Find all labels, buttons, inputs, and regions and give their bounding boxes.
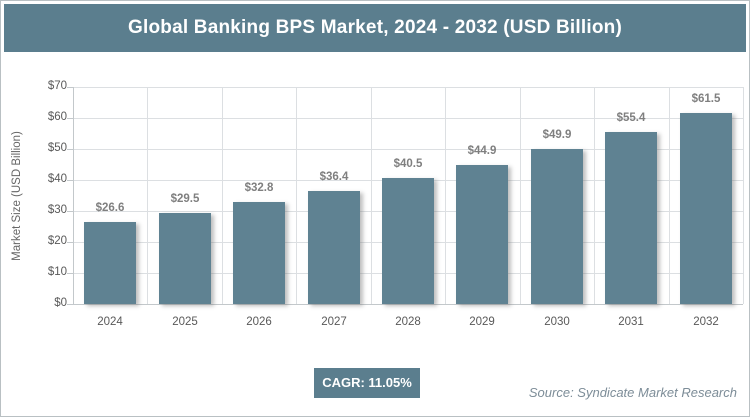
chart-title: Global Banking BPS Market, 2024 - 2032 (… <box>128 17 622 38</box>
cagr-label: CAGR: 11.05% <box>322 375 412 390</box>
v-gridline <box>222 87 223 304</box>
bar-2026 <box>233 202 285 304</box>
bar-2028 <box>382 178 434 304</box>
bar-value-label: $55.4 <box>616 112 646 124</box>
y-tick-mark <box>67 87 73 88</box>
x-axis-line <box>73 304 743 305</box>
bar-2031 <box>605 132 657 304</box>
bar-value-label: $26.6 <box>95 202 125 214</box>
bar-value-label: $29.5 <box>170 193 200 205</box>
x-tick-label: 2024 <box>97 316 123 328</box>
x-tick-label: 2027 <box>321 316 347 328</box>
v-gridline <box>296 87 297 304</box>
bar-2024 <box>84 222 136 304</box>
bar-value-label: $44.9 <box>467 145 497 157</box>
y-tick-mark <box>67 180 73 181</box>
y-tick-label: $60 <box>47 111 67 123</box>
v-gridline <box>371 87 372 304</box>
bar-2025 <box>159 213 211 304</box>
y-tick-label: $40 <box>47 173 67 185</box>
bar-2030 <box>531 149 583 304</box>
y-tick-mark <box>67 149 73 150</box>
h-gridline <box>73 87 743 88</box>
bar-2029 <box>456 165 508 304</box>
y-tick-label: $50 <box>47 142 67 154</box>
y-tick-label: $30 <box>47 204 67 216</box>
bar-2032 <box>680 113 732 304</box>
y-tick-mark <box>67 211 73 212</box>
v-gridline <box>743 87 744 304</box>
v-gridline <box>445 87 446 304</box>
v-gridline <box>669 87 670 304</box>
y-tick-label: $20 <box>47 235 67 247</box>
bar-2027 <box>308 191 360 304</box>
bar-value-label: $32.8 <box>244 182 274 194</box>
chart-title-bar: Global Banking BPS Market, 2024 - 2032 (… <box>4 4 746 52</box>
source-credit: Source: Syndicate Market Research <box>528 385 737 400</box>
y-tick-mark <box>67 242 73 243</box>
v-gridline <box>520 87 521 304</box>
h-gridline <box>73 149 743 150</box>
y-tick-mark <box>67 273 73 274</box>
y-tick-label: $0 <box>54 297 67 309</box>
bar-value-label: $36.4 <box>319 171 349 183</box>
x-tick-label: 2031 <box>618 316 644 328</box>
y-tick-label: $10 <box>47 266 67 278</box>
x-tick-label: 2030 <box>544 316 570 328</box>
x-tick-label: 2025 <box>172 316 198 328</box>
x-tick-label: 2032 <box>693 316 719 328</box>
v-gridline <box>594 87 595 304</box>
h-gridline <box>73 118 743 119</box>
x-tick-label: 2029 <box>469 316 495 328</box>
x-tick-label: 2028 <box>395 316 421 328</box>
cagr-badge: CAGR: 11.05% <box>314 368 420 398</box>
x-tick-label: 2026 <box>246 316 272 328</box>
y-tick-mark <box>67 118 73 119</box>
y-tick-label: $70 <box>47 80 67 92</box>
bar-value-label: $61.5 <box>691 93 721 105</box>
bar-value-label: $49.9 <box>542 129 572 141</box>
y-axis-line <box>73 87 74 304</box>
bar-value-label: $40.5 <box>393 158 423 170</box>
v-gridline <box>147 87 148 304</box>
y-tick-mark <box>67 304 73 305</box>
